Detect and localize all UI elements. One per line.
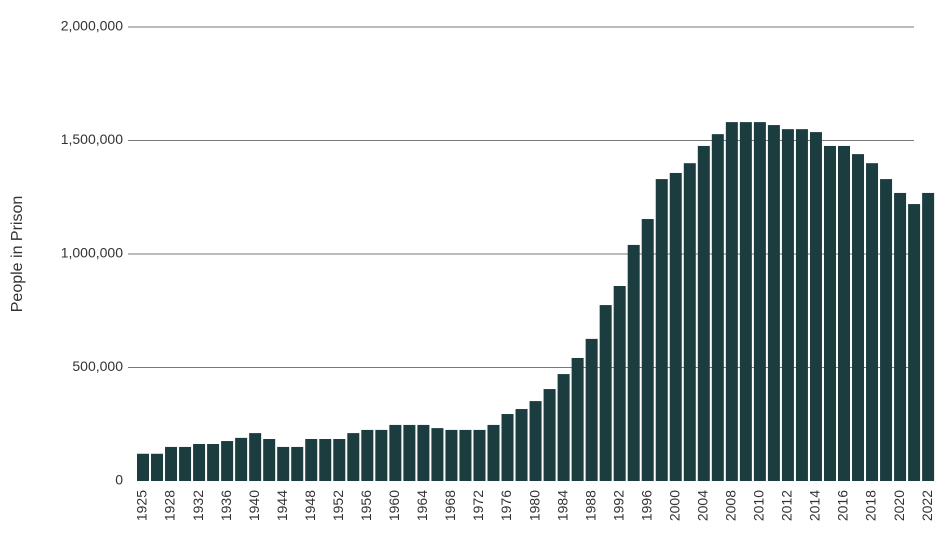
bar: [487, 424, 500, 481]
y-tick-label: 1,500,000: [61, 131, 123, 147]
x-tick-label: 1944: [274, 490, 290, 521]
bar: [473, 429, 486, 481]
x-tick-label: 1992: [610, 490, 626, 521]
y-tick-label: 500,000: [72, 358, 123, 374]
x-tick-label: 1964: [414, 490, 430, 521]
x-tick-label: 2000: [666, 490, 682, 521]
x-tick-label: 1980: [526, 490, 542, 521]
bar: [725, 122, 738, 481]
x-tick-label: 2016: [835, 490, 851, 521]
bar: [781, 129, 794, 481]
bar: [669, 172, 682, 481]
x-tick-label: 1948: [302, 490, 318, 521]
x-tick-label: 1988: [582, 490, 598, 521]
bar: [375, 429, 388, 481]
bar: [711, 134, 724, 482]
y-tick-label: 0: [115, 472, 123, 488]
bar: [389, 424, 402, 481]
x-tick-label: 1925: [134, 490, 150, 521]
bar: [922, 192, 935, 481]
bar: [347, 433, 360, 481]
bar: [417, 424, 430, 481]
bar: [165, 446, 178, 481]
bar: [445, 429, 458, 481]
bar: [753, 122, 766, 481]
x-tick-label: 2014: [807, 490, 823, 521]
bar: [459, 429, 472, 481]
bar: [263, 439, 276, 481]
bar: [515, 409, 528, 481]
bar: [697, 145, 710, 481]
x-tick-label: 1936: [218, 490, 234, 521]
bar: [809, 132, 822, 481]
x-tick-label: 2004: [695, 490, 711, 521]
bar: [501, 414, 514, 481]
bar: [403, 424, 416, 481]
y-tick-label: 1,000,000: [61, 245, 123, 261]
bar: [655, 179, 668, 481]
bar: [838, 145, 850, 481]
bar: [207, 443, 220, 481]
x-tick-label: 2010: [751, 490, 767, 521]
bar: [179, 446, 192, 481]
x-tick-label: 1972: [470, 490, 486, 521]
bar: [866, 163, 879, 481]
bar: [908, 204, 921, 481]
x-tick-label: 1996: [638, 490, 654, 521]
x-tick-label: 1960: [386, 490, 402, 521]
x-tick-label: 2020: [891, 490, 907, 521]
y-tick-label: 2,000,000: [61, 18, 123, 34]
bar: [894, 192, 907, 481]
bar: [739, 122, 752, 481]
bar: [795, 129, 808, 481]
bar: [571, 357, 584, 481]
bar: [627, 244, 640, 481]
x-tick-label: 2018: [863, 490, 879, 521]
bar: [291, 446, 304, 481]
x-tick-label: 1932: [190, 490, 206, 521]
bar: [585, 338, 598, 481]
x-tick-label: 2012: [779, 490, 795, 521]
x-tick-label: 1976: [498, 490, 514, 521]
bar: [431, 428, 444, 481]
bar: [767, 125, 780, 482]
bar: [277, 446, 290, 481]
x-tick-label: 2022: [919, 490, 935, 521]
bar: [361, 429, 374, 481]
bar: [557, 374, 570, 481]
bar: [529, 401, 542, 481]
x-tick-label: 1956: [358, 490, 374, 521]
bar: [151, 453, 164, 481]
bar: [235, 437, 248, 481]
x-tick-label: 1984: [554, 490, 570, 521]
bar: [599, 305, 612, 481]
x-tick-label: 1940: [246, 490, 262, 521]
bar: [823, 145, 836, 481]
bar: [221, 441, 234, 481]
bar: [305, 439, 318, 481]
bar: [319, 439, 332, 481]
bar: [683, 163, 696, 481]
x-tick-label: 1968: [442, 490, 458, 521]
x-tick-label: 1928: [162, 490, 178, 521]
x-tick-label: 1952: [330, 490, 346, 521]
bar: [641, 219, 654, 482]
bar: [852, 154, 865, 481]
bar: [333, 439, 346, 481]
bar: [613, 286, 626, 481]
bar: [543, 389, 556, 481]
y-axis-label: People in Prison: [9, 196, 26, 313]
bar: [137, 453, 149, 481]
bar: [880, 179, 893, 481]
bar: [249, 433, 262, 481]
x-tick-label: 2008: [723, 490, 739, 521]
bar: [193, 443, 206, 481]
